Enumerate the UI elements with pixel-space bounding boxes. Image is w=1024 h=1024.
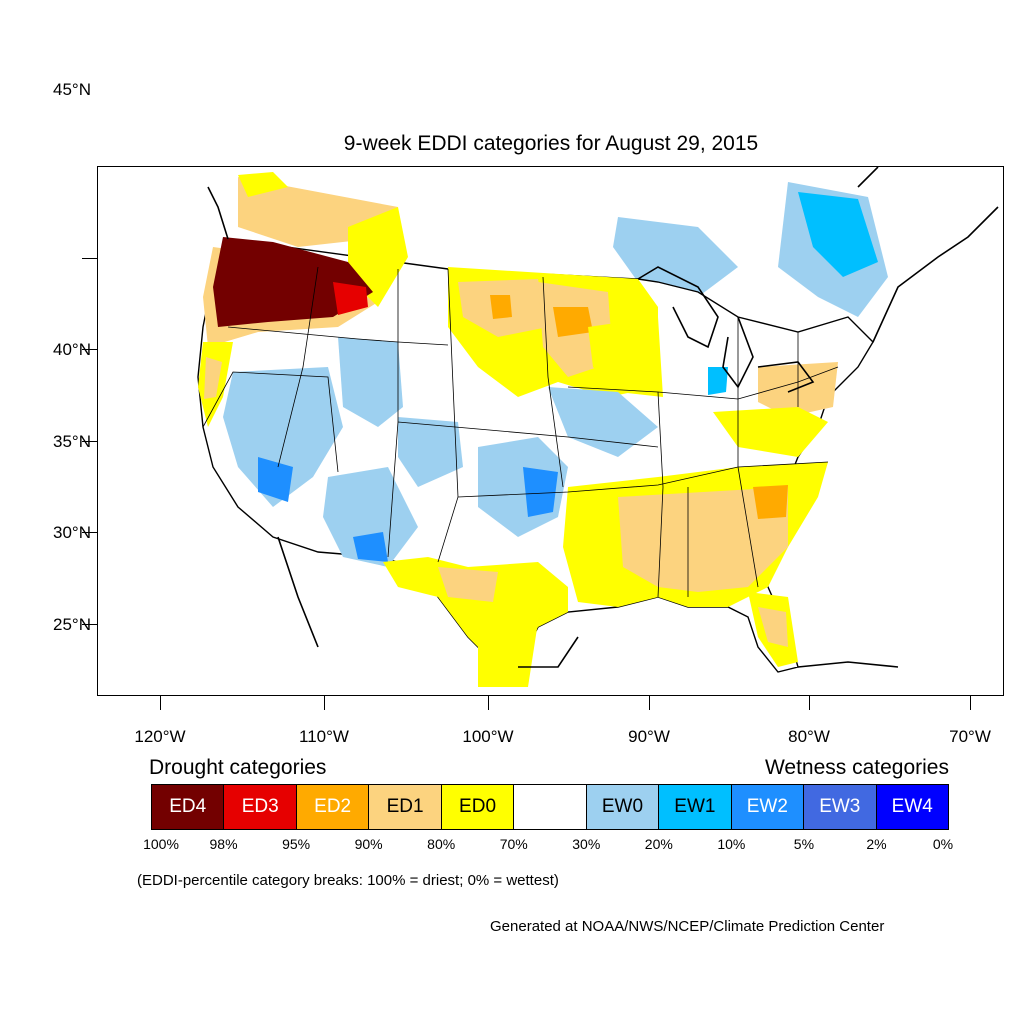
region-colorado-ew0 <box>398 417 463 487</box>
region-upper-midwest-ed0 <box>588 317 663 397</box>
lon-tick <box>809 696 810 710</box>
percentile-break-label: 70% <box>499 836 528 852</box>
legend-cell-ew3: EW3 <box>804 785 877 829</box>
region-midwest-ew0 <box>548 387 658 457</box>
region-michigan-ew1 <box>708 367 728 395</box>
legend-cell-ed0: ED0 <box>441 785 515 829</box>
lon-tick <box>970 696 971 710</box>
lat-label-30: 30°N <box>53 523 91 542</box>
lat-tick <box>82 258 97 259</box>
percentile-break-label: 20% <box>644 836 673 852</box>
region-great-basin-ew1 <box>258 457 293 502</box>
lat-label-25: 25°N <box>53 615 91 634</box>
percentile-break-label: 100% <box>143 836 179 852</box>
percentile-break-label: 10% <box>717 836 746 852</box>
lat-tick <box>82 441 97 442</box>
region-southwest-ew0 <box>323 467 418 567</box>
credit-text: Generated at NOAA/NWS/NCEP/Climate Predi… <box>490 918 885 935</box>
region-canada-east-ew1 <box>798 192 878 277</box>
percentile-break-label: 95% <box>282 836 311 852</box>
region-great-basin-ew0 <box>223 367 343 507</box>
region-texas-ed1 <box>438 567 498 602</box>
region-canada-west-ed0 <box>238 172 288 197</box>
legend-color-bar: ED4 ED3 ED2 ED1 ED0 EW0 EW1 EW2 EW3 EW4 <box>151 784 949 830</box>
percentile-break-label: 0% <box>932 836 954 852</box>
lon-label-100: 100°W <box>462 727 514 746</box>
wetness-categories-heading: Wetness categories <box>764 756 949 779</box>
eddi-map <box>197 167 999 687</box>
legend-cell-ed4: ED4 <box>152 785 225 829</box>
lon-tick <box>649 696 650 710</box>
legend-cell-ew0: EW0 <box>586 785 660 829</box>
percentile-break-label: 98% <box>209 836 238 852</box>
map-title: 9-week EDDI categories for August 29, 20… <box>343 132 759 155</box>
lat-tick <box>82 349 97 350</box>
lat-tick <box>82 532 97 533</box>
legend-cell-ew1: EW1 <box>659 785 732 829</box>
region-pnw-ed4 <box>213 237 373 327</box>
lon-tick <box>160 696 161 710</box>
percentile-break-label: 90% <box>354 836 383 852</box>
region-nd-ed2 <box>490 295 512 319</box>
lon-label-80: 80°W <box>788 727 830 746</box>
legend-cell-ew2: EW2 <box>731 785 805 829</box>
region-mid-atlantic-ed0 <box>713 407 828 457</box>
lat-label-35: 35°N <box>53 432 91 451</box>
category-note: (EDDI-percentile category breaks: 100% =… <box>137 872 559 889</box>
legend-cell-neutral <box>514 785 587 829</box>
percentile-break-label: 2% <box>866 836 887 852</box>
region-texas-ew1 <box>523 467 558 517</box>
drought-categories-heading: Drought categories <box>149 756 327 779</box>
lon-label-90: 90°W <box>628 727 670 746</box>
percentile-break-label: 80% <box>427 836 456 852</box>
lon-label-110: 110°W <box>299 727 349 746</box>
lon-tick <box>324 696 325 710</box>
region-rockies-ew0 <box>338 337 403 427</box>
region-carolinas-ed2 <box>753 485 788 519</box>
lat-tick <box>82 624 97 625</box>
legend-cell-ed2: ED2 <box>296 785 370 829</box>
lon-label-120: 120°W <box>134 727 186 746</box>
percentile-break-label: 5% <box>793 836 815 852</box>
lon-tick <box>488 696 489 710</box>
region-minnesota-ed2 <box>553 307 593 337</box>
coastlines <box>207 167 999 668</box>
lon-label-70: 70°W <box>949 727 991 746</box>
region-florida-ed1 <box>758 607 788 647</box>
region-southwest-ew1 <box>353 532 388 562</box>
lat-label-45: 45°N <box>53 80 91 99</box>
legend-cell-ew4: EW4 <box>876 785 948 829</box>
state-boundaries <box>202 266 839 598</box>
percentile-break-label: 30% <box>572 836 601 852</box>
map-frame <box>97 166 1004 696</box>
region-great-lakes-wet <box>613 217 738 297</box>
lat-label-40: 40°N <box>53 340 91 359</box>
legend-cell-ed3: ED3 <box>224 785 297 829</box>
legend-cell-ed1: ED1 <box>369 785 442 829</box>
region-pnw-ed3 <box>333 282 368 315</box>
region-west-coast-ed1 <box>204 357 222 399</box>
